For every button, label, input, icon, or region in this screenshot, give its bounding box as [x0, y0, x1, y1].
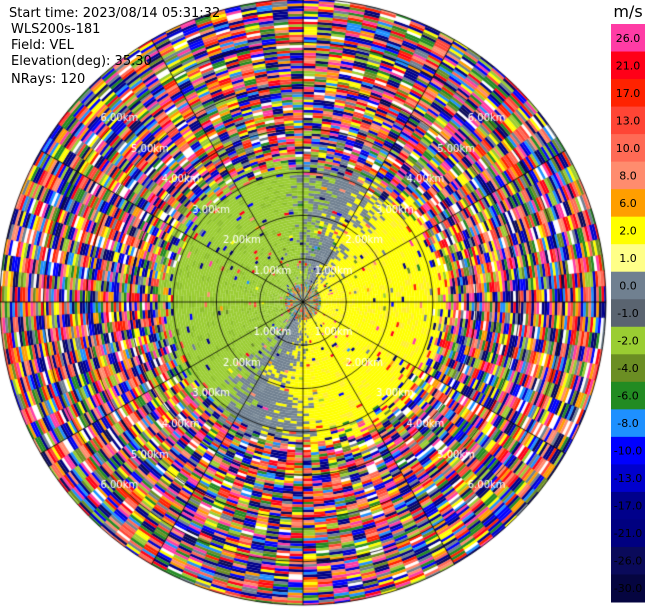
colorbar-tick-label: -21.0	[614, 527, 642, 540]
colorbar-cell	[611, 79, 645, 108]
colorbar-tick-label: 26.0	[616, 32, 641, 45]
colorbar-cell	[611, 409, 645, 438]
instrument-label: WLS200s-181	[11, 22, 101, 37]
colorbar-tick-label: 10.0	[616, 142, 641, 155]
elevation-label: Elevation(deg): 35.30	[11, 54, 152, 69]
colorbar-tick-label: -17.0	[614, 500, 642, 513]
colorbar-cell	[611, 161, 645, 190]
colorbar-cell	[611, 436, 645, 465]
colorbar-cell	[611, 271, 645, 300]
colorbar-tick-label: -1.0	[617, 307, 638, 320]
colorbar-tick-label: 21.0	[616, 59, 641, 72]
colorbar-cell	[611, 106, 645, 135]
colorbar-tick-label: -10.0	[614, 445, 642, 458]
colorbar-tick-label: -2.0	[617, 335, 638, 348]
colorbar-tick-label: 13.0	[616, 114, 641, 127]
colorbar-tick-labels: 26.0 21.0 17.0 13.0 10.0 8.0 6.0 2.0 1.0 0.0 -1.0 -…	[614, 32, 642, 595]
colorbar-cell	[611, 326, 645, 355]
colorbar-tick-label: -8.0	[617, 417, 638, 430]
field-label: Field: VEL	[11, 38, 74, 53]
colorbar-unit-label: m/s	[613, 2, 642, 21]
colorbar-cell	[611, 299, 645, 328]
colorbar-tick-label: -13.0	[614, 472, 642, 485]
colorbar-tick-label: 1.0	[619, 252, 637, 265]
colorbar-cell	[611, 491, 645, 520]
start-time-label: Start time: 2023/08/14 05:31:32	[9, 6, 221, 21]
colorbar-tick-label: 2.0	[619, 224, 637, 237]
colorbar-cells	[611, 24, 645, 603]
colorbar-cell	[611, 244, 645, 273]
colorbar-cell	[611, 464, 645, 493]
colorbar-cell	[611, 546, 645, 575]
colorbar-cell	[611, 216, 645, 245]
nrays-label: NRays: 120	[11, 72, 86, 87]
colorbar-tick-label: -4.0	[617, 362, 638, 375]
colorbar-tick-label: 0.0	[619, 279, 637, 292]
colorbar-cell	[611, 134, 645, 163]
colorbar-cell	[611, 189, 645, 218]
colorbar-tick-label: -6.0	[617, 390, 638, 403]
colorbar-cell	[611, 51, 645, 80]
colorbar-tick-label: -26.0	[614, 555, 642, 568]
colorbar-cell	[611, 354, 645, 383]
colorbar-tick-label: 6.0	[619, 197, 637, 210]
colorbar-cell	[611, 574, 645, 603]
colorbar-tick-label: 8.0	[619, 169, 637, 182]
colorbar-tick-label: -30.0	[614, 582, 642, 595]
colorbar-cell	[611, 519, 645, 548]
colorbar-tick-label: 17.0	[616, 87, 641, 100]
colorbar-cell	[611, 24, 645, 53]
colorbar-cell	[611, 381, 645, 410]
